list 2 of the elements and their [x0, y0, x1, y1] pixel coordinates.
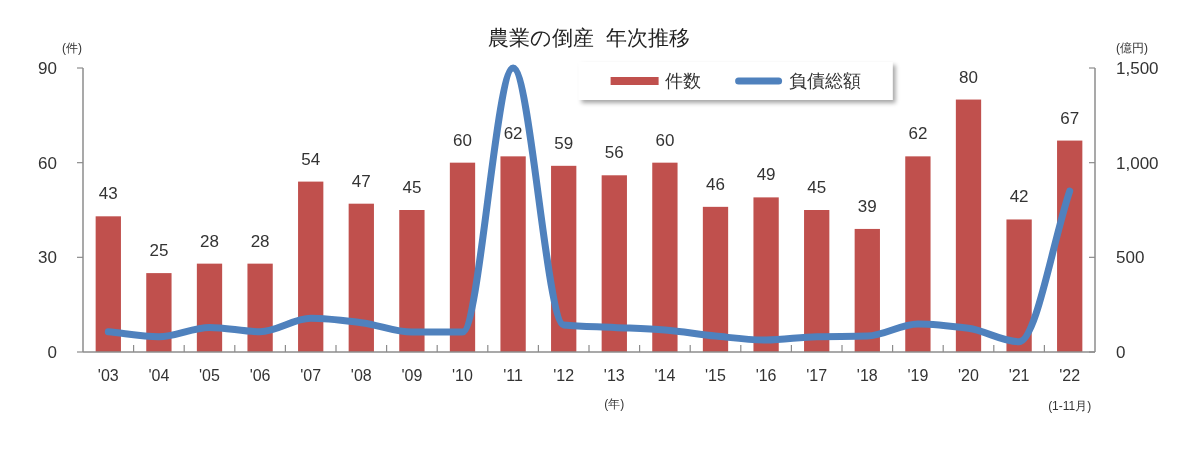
annotation: (1-11月)	[1048, 399, 1092, 413]
title: 農業の倒産 年次推移	[488, 26, 690, 49]
